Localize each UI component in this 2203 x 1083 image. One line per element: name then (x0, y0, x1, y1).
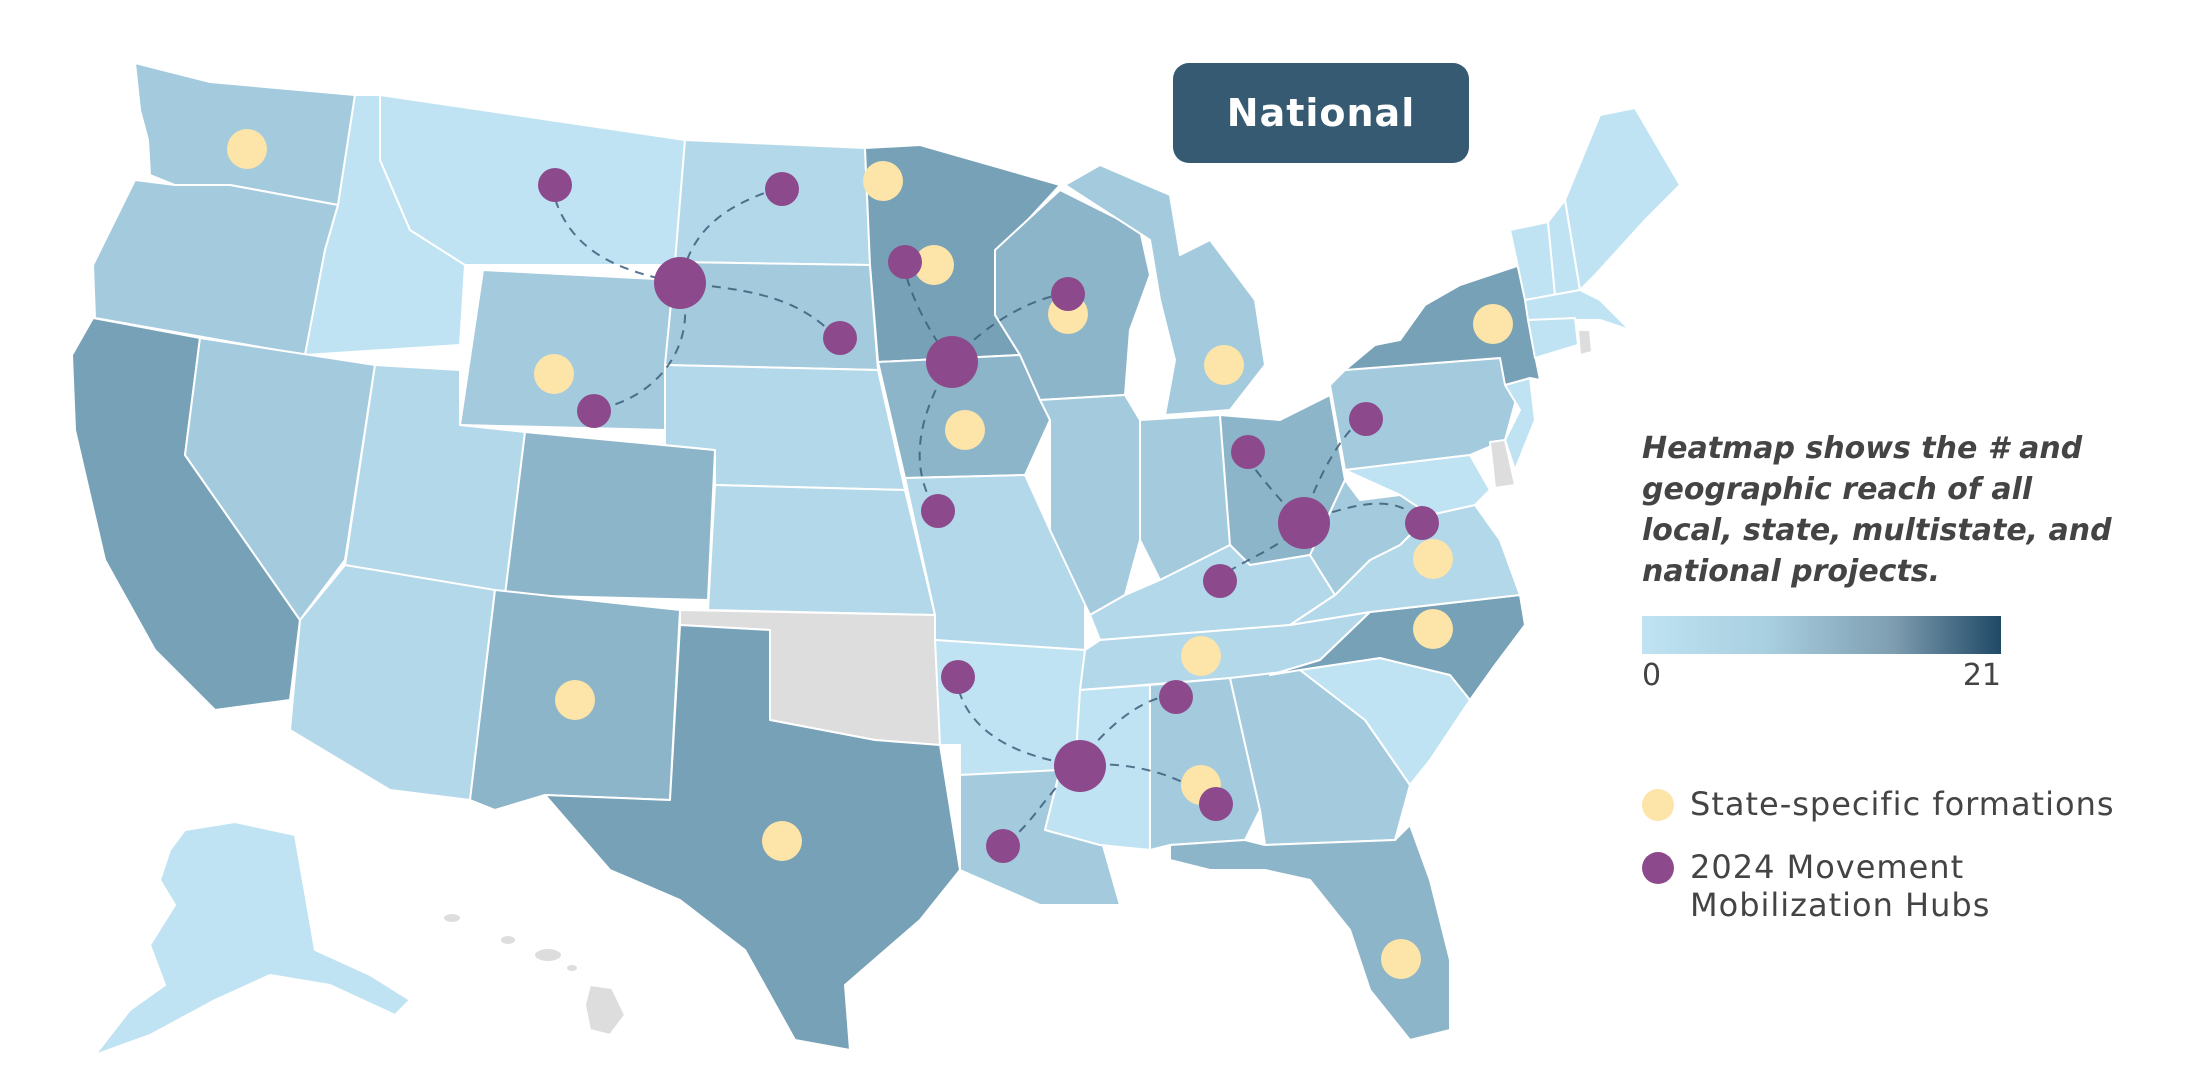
state-colorado[interactable] (504, 431, 716, 601)
hub-marker-rapid-city-large[interactable] (654, 257, 706, 309)
formation-marker-michigan[interactable] (1204, 345, 1244, 385)
state-connecticut[interactable] (1527, 317, 1579, 359)
hub-marker-missouri[interactable] (921, 494, 955, 528)
hub-marker-arkansas[interactable] (941, 660, 975, 694)
hub-marker-north-dakota[interactable] (765, 172, 799, 206)
hub-marker-minnesota[interactable] (888, 245, 922, 279)
hub-marker-alabama[interactable] (1199, 787, 1233, 821)
hub-marker-west-virginia[interactable] (1405, 506, 1439, 540)
state-delaware[interactable] (1489, 439, 1516, 489)
formation-marker-north-dakota[interactable] (863, 161, 903, 201)
legend: Heatmap shows the # and geographic reach… (1642, 428, 2162, 924)
hub-marker-memphis-large[interactable] (1054, 740, 1106, 792)
hub-marker-pennsylvania[interactable] (1349, 402, 1383, 436)
hub-marker-indiana[interactable] (1231, 435, 1265, 469)
formation-marker-wyoming[interactable] (534, 354, 574, 394)
state-north-carolina[interactable] (1269, 594, 1526, 701)
formation-marker-texas[interactable] (762, 821, 802, 861)
legend-key-state-specific: State-specific formations (1642, 785, 2170, 823)
hub-marker-kentucky[interactable] (1203, 564, 1237, 598)
state-specific-dot-icon (1642, 789, 1674, 821)
state-kansas[interactable] (707, 484, 936, 616)
state-wyoming[interactable] (459, 269, 676, 431)
formation-marker-north-carolina[interactable] (1413, 609, 1453, 649)
heatmap-scale-bar (1642, 616, 2001, 654)
formation-marker-iowa[interactable] (945, 410, 985, 450)
scale-min-label: 0 (1642, 658, 1662, 693)
hub-marker-south-dakota[interactable] (823, 321, 857, 355)
state-arizona[interactable] (289, 564, 496, 801)
formation-marker-new-mexico[interactable] (555, 680, 595, 720)
hub-dot-icon (1642, 852, 1674, 884)
hub-marker-wyoming[interactable] (577, 394, 611, 428)
hubs-label: 2024 Movement Mobilization Hubs (1690, 848, 1991, 924)
heatmap-scale-labels: 0 21 (1642, 658, 2001, 693)
states-layer (71, 62, 1681, 1056)
formation-marker-florida[interactable] (1381, 939, 1421, 979)
hub-marker-wisconsin[interactable] (1051, 277, 1085, 311)
hub-marker-minneapolis-large[interactable] (926, 336, 978, 388)
hub-marker-montana[interactable] (538, 168, 572, 202)
state-specific-formations (227, 129, 1513, 979)
formation-marker-minnesota[interactable] (914, 245, 954, 285)
state-hawaii[interactable] (442, 912, 626, 1036)
hub-marker-louisiana[interactable] (986, 829, 1020, 863)
state-specific-label: State-specific formations (1690, 785, 2115, 823)
formation-marker-new-york[interactable] (1473, 304, 1513, 344)
scale-max-label: 21 (1962, 658, 2001, 693)
mobilization-hubs (538, 168, 1439, 863)
state-florida[interactable] (1169, 824, 1451, 1041)
formation-marker-washington[interactable] (227, 129, 267, 169)
legend-description: Heatmap shows the # and geographic reach… (1642, 431, 2112, 589)
national-badge[interactable]: National (1173, 63, 1469, 163)
hub-marker-tennessee[interactable] (1159, 680, 1193, 714)
state-maine[interactable] (1564, 107, 1681, 291)
state-rhode-island[interactable] (1577, 329, 1593, 356)
formation-marker-virginia[interactable] (1413, 539, 1453, 579)
state-texas[interactable] (544, 624, 961, 1051)
state-nevada[interactable] (184, 337, 376, 621)
state-alaska[interactable] (94, 821, 411, 1056)
formation-marker-tennessee[interactable] (1181, 636, 1221, 676)
state-montana[interactable] (379, 94, 686, 266)
hub-marker-ohio-large[interactable] (1278, 497, 1330, 549)
legend-key-hubs: 2024 Movement Mobilization Hubs (1642, 848, 2170, 924)
